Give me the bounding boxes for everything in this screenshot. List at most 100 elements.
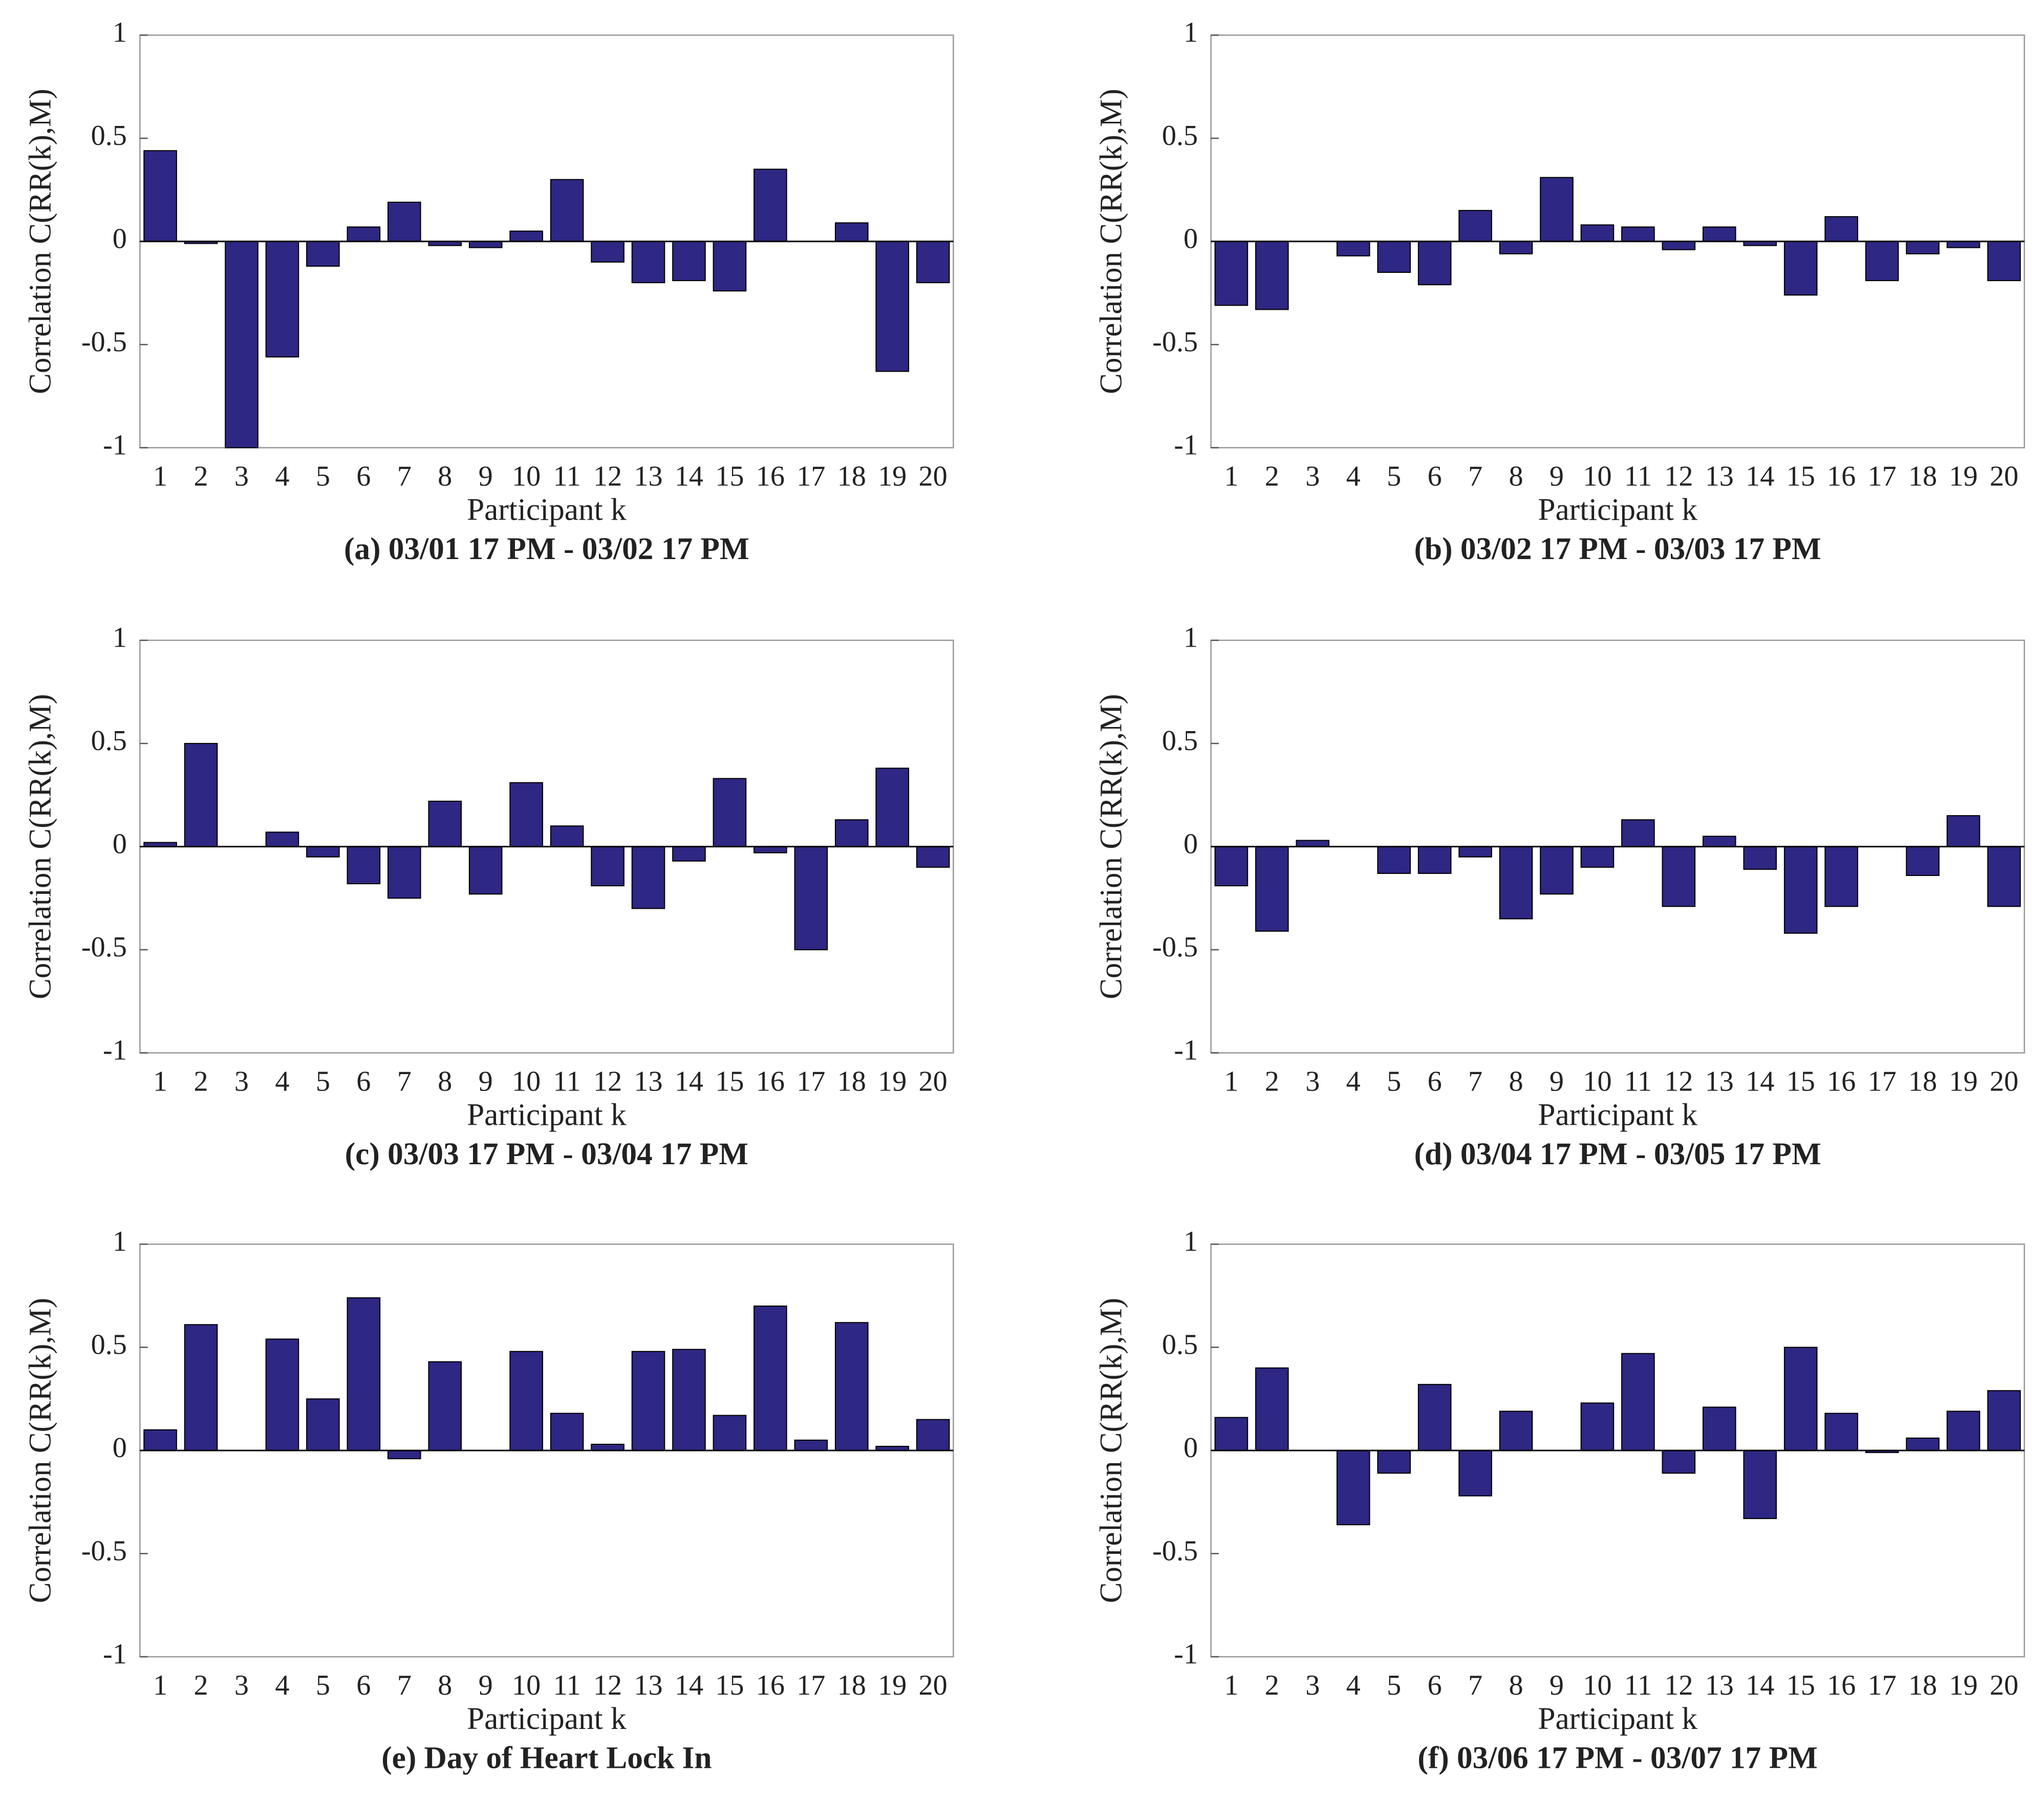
bar — [916, 1419, 950, 1451]
bar — [265, 831, 299, 847]
x-tick-label: 3 — [234, 460, 249, 492]
bar — [1499, 846, 1533, 920]
x-tick-label: 10 — [512, 1065, 541, 1097]
y-tick-label: -0.5 — [81, 931, 127, 963]
bar — [1946, 1410, 1981, 1451]
bar — [428, 800, 462, 847]
y-tick-label: 0.5 — [91, 1329, 127, 1361]
bar — [1621, 226, 1655, 242]
x-tick-label: 18 — [1908, 1670, 1937, 1701]
bar — [347, 1297, 381, 1451]
bar — [1783, 846, 1818, 934]
x-tick-label: 19 — [1949, 460, 1977, 492]
bar — [143, 1429, 177, 1451]
bar — [1783, 1346, 1818, 1451]
x-tick-label: 10 — [1583, 460, 1611, 492]
bar — [754, 846, 787, 853]
bar — [672, 846, 706, 862]
y-axis-label: Correlation C(RR(k),M) — [23, 89, 57, 394]
x-tick-label: 11 — [1624, 1065, 1652, 1097]
x-tick-label: 7 — [1468, 1670, 1482, 1701]
bar — [672, 1349, 706, 1451]
bar — [1499, 241, 1533, 254]
bar — [143, 150, 177, 242]
x-tick-label: 2 — [1265, 1670, 1279, 1701]
x-tick-label: 17 — [797, 460, 825, 492]
x-tick-label: 16 — [1827, 460, 1856, 492]
x-tick-label: 13 — [1705, 460, 1734, 492]
bar — [1255, 241, 1289, 310]
panel-caption: (f) 03/06 17 PM - 03/07 17 PM — [1417, 1740, 1818, 1775]
bar — [713, 241, 747, 292]
bar — [1662, 846, 1696, 907]
bar — [1743, 846, 1777, 870]
x-tick-label: 2 — [1265, 460, 1279, 492]
x-tick-label: 8 — [1509, 1065, 1523, 1097]
bar — [1540, 177, 1574, 242]
x-tick-label: 6 — [356, 460, 371, 492]
bar — [1743, 1450, 1777, 1520]
x-tick-label: 17 — [1868, 460, 1897, 492]
x-tick-label: 15 — [715, 1670, 744, 1701]
panel-caption: (c) 03/03 17 PM - 03/04 17 PM — [345, 1137, 748, 1171]
bar — [1336, 241, 1370, 256]
bar — [1377, 846, 1411, 874]
bar — [428, 1361, 462, 1451]
bar — [1296, 840, 1330, 847]
y-tick-label: 0 — [1184, 1432, 1198, 1464]
x-tick-label: 15 — [1787, 1670, 1815, 1701]
x-tick-label: 1 — [153, 1670, 167, 1701]
bar — [591, 1443, 625, 1451]
x-tick-label: 2 — [193, 1670, 208, 1701]
x-tick-label: 13 — [634, 460, 662, 492]
bar — [794, 1439, 828, 1451]
bar — [306, 846, 340, 858]
x-tick-label: 11 — [1624, 1670, 1652, 1701]
x-tick-label: 8 — [1509, 460, 1523, 492]
y-tick-label: 0 — [1184, 223, 1198, 254]
x-axis-label: Participant k — [1538, 1098, 1697, 1132]
bar — [550, 1413, 584, 1451]
x-tick-label: 11 — [553, 460, 581, 492]
x-tick-label: 4 — [1346, 1670, 1361, 1701]
y-tick-label: -0.5 — [81, 1535, 127, 1567]
bar — [1621, 819, 1655, 847]
x-tick-label: 3 — [1305, 1670, 1320, 1701]
bar — [1987, 846, 2021, 907]
bar — [1702, 836, 1736, 847]
x-tick-label: 15 — [715, 1065, 744, 1097]
x-tick-label: 11 — [1624, 460, 1652, 492]
x-tick-label: 6 — [1428, 460, 1442, 492]
bar — [631, 846, 665, 909]
x-tick-label: 4 — [275, 460, 289, 492]
panel-caption: (e) Day of Heart Lock In — [381, 1740, 712, 1775]
x-tick-label: 17 — [797, 1670, 825, 1701]
x-tick-label: 17 — [1868, 1065, 1897, 1097]
bar — [1662, 1450, 1696, 1474]
x-tick-label: 18 — [837, 460, 866, 492]
x-tick-label: 19 — [878, 1065, 907, 1097]
bar — [834, 819, 869, 847]
y-tick-label: -1 — [103, 1034, 127, 1066]
y-axis-label: Correlation C(RR(k),M) — [23, 1298, 57, 1603]
bar — [468, 241, 503, 248]
x-axis-label: Participant k — [1538, 493, 1697, 527]
x-tick-label: 4 — [1346, 1065, 1361, 1097]
bar — [1214, 1417, 1249, 1451]
x-tick-label: 20 — [1990, 1065, 2018, 1097]
bar — [916, 241, 950, 284]
x-tick-label: 11 — [553, 1065, 581, 1097]
y-tick-label: 0 — [1184, 828, 1198, 860]
x-tick-label: 13 — [1705, 1670, 1734, 1701]
x-tick-label: 10 — [512, 1670, 541, 1701]
bar — [1702, 226, 1736, 242]
x-tick-label: 5 — [316, 1670, 330, 1701]
x-tick-label: 8 — [1509, 1670, 1523, 1701]
bar — [1662, 241, 1696, 250]
y-tick-label: 0 — [113, 1432, 127, 1464]
x-tick-label: 20 — [919, 1670, 948, 1701]
y-tick-label: 0.5 — [91, 725, 127, 757]
bar — [1417, 241, 1452, 286]
x-tick-label: 5 — [1387, 460, 1401, 492]
bar — [387, 846, 421, 899]
